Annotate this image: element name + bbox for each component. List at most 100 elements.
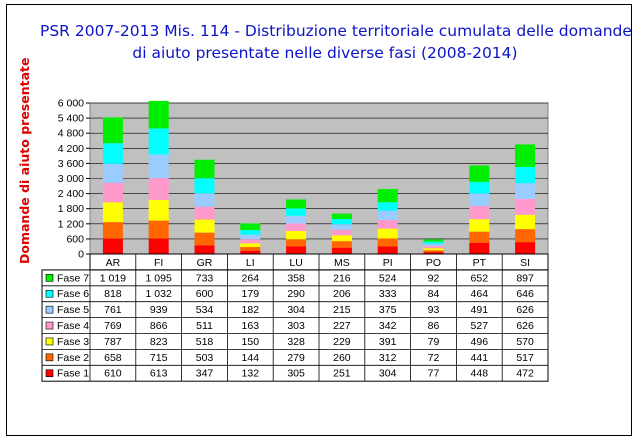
- bar-segment: [148, 100, 169, 129]
- bar-segment: [102, 222, 123, 239]
- bar-segment: [377, 228, 398, 239]
- table-cell-value: 761: [104, 304, 122, 316]
- bar-segment: [286, 239, 307, 247]
- bar-segment: [286, 223, 307, 232]
- bar-segment: [148, 238, 169, 254]
- legend-label: Fase 4: [57, 320, 89, 332]
- bar-segment: [102, 202, 123, 223]
- bar-segment: [240, 223, 261, 231]
- table-cell-value: 150: [242, 336, 260, 348]
- bar-segment: [194, 193, 215, 207]
- table-cell-value: 132: [242, 368, 260, 380]
- bar-segment: [194, 178, 215, 194]
- table-cell-value: 610: [104, 368, 122, 380]
- table-cell-value: 92: [428, 272, 440, 284]
- bar-segment: [469, 193, 490, 206]
- bar-segment: [515, 144, 536, 167]
- table-cell-value: 733: [196, 272, 214, 284]
- bar-segment: [469, 219, 490, 232]
- table-cell-value: 290: [287, 288, 305, 300]
- bar-segment: [194, 206, 215, 220]
- table-cell-value: 179: [242, 288, 260, 300]
- bar-segment: [331, 247, 352, 254]
- bar-segment: [331, 224, 352, 230]
- legend-swatch: [45, 321, 54, 330]
- category-label: AR: [106, 257, 121, 269]
- legend-label: Fase 7: [57, 272, 89, 284]
- category-label: MS: [334, 257, 350, 269]
- table-cell-value: 496: [471, 336, 489, 348]
- category-label: GR: [197, 257, 213, 269]
- legend-swatch: [45, 289, 54, 298]
- bar-segment: [286, 208, 307, 216]
- bar-segment: [240, 234, 261, 240]
- y-tick-label: 1 800: [58, 203, 84, 215]
- bar-segment: [423, 241, 444, 244]
- y-tick-label: 3 600: [58, 158, 84, 170]
- bar-segment: [148, 220, 169, 239]
- bar-segment: [286, 231, 307, 240]
- table-cell-value: 823: [150, 336, 168, 348]
- table-cell-value: 472: [516, 368, 534, 380]
- table-cell-value: 312: [379, 352, 397, 364]
- y-tick-label: 1 200: [58, 218, 84, 230]
- table-cell-value: 1 032: [146, 288, 172, 300]
- table-cell-value: 866: [150, 320, 168, 332]
- table-cell-value: 769: [104, 320, 122, 332]
- category-label: PT: [473, 257, 487, 269]
- bar-segment: [194, 159, 215, 179]
- table-cell-value: 787: [104, 336, 122, 348]
- chart-title-line-2: di aiuto presentate nelle diverse fasi (…: [132, 44, 518, 62]
- bar-segment: [469, 181, 490, 194]
- table-cell-value: 503: [196, 352, 214, 364]
- bar-segment: [148, 178, 169, 200]
- bar-segment: [469, 242, 490, 254]
- bar-segment: [377, 220, 398, 229]
- table-cell-value: 72: [428, 352, 440, 364]
- table-cell-value: 527: [471, 320, 489, 332]
- legend-label: Fase 1: [57, 368, 89, 380]
- bar-segment: [515, 166, 536, 184]
- bar-segment: [194, 219, 215, 233]
- table-cell-value: 600: [196, 288, 214, 300]
- legend-swatch: [45, 337, 54, 346]
- bar-segment: [423, 246, 444, 249]
- bar-segment: [515, 199, 536, 215]
- table-cell-value: 715: [150, 352, 168, 364]
- bar-segment: [240, 247, 261, 251]
- table-cell-value: 264: [242, 272, 260, 284]
- table-cell-value: 897: [516, 272, 534, 284]
- table-cell-value: 939: [150, 304, 168, 316]
- table-cell-value: 491: [471, 304, 489, 316]
- bar-segment: [102, 182, 123, 203]
- y-tick-label: 2 400: [58, 188, 84, 200]
- y-tick-label: 4 200: [58, 143, 84, 155]
- bar-segment: [148, 128, 169, 155]
- category-label: SI: [520, 257, 530, 269]
- bar-segment: [423, 243, 444, 247]
- category-label: LU: [289, 257, 302, 269]
- table-cell-value: 86: [428, 320, 440, 332]
- table-cell-value: 216: [333, 272, 351, 284]
- table-cell-value: 333: [379, 288, 397, 300]
- table-cell-value: 279: [287, 352, 305, 364]
- bar-segment: [148, 154, 169, 179]
- bar-segment: [377, 202, 398, 211]
- table-cell-value: 658: [104, 352, 122, 364]
- table-cell-value: 144: [242, 352, 260, 364]
- legend-label: Fase 3: [57, 336, 89, 348]
- table-cell-value: 206: [333, 288, 351, 300]
- bar-segment: [102, 143, 123, 164]
- bar-segment: [423, 239, 444, 242]
- table-cell-value: 511: [196, 320, 213, 332]
- legend-swatch: [45, 353, 54, 362]
- table-cell-value: 652: [471, 272, 489, 284]
- y-tick-label: 0: [78, 249, 84, 261]
- category-label: PO: [426, 257, 441, 269]
- bar-segment: [286, 199, 307, 209]
- table-cell-value: 626: [516, 320, 534, 332]
- legend-label: Fase 5: [57, 304, 89, 316]
- bar-segment: [515, 214, 536, 230]
- bar-segment: [194, 245, 215, 254]
